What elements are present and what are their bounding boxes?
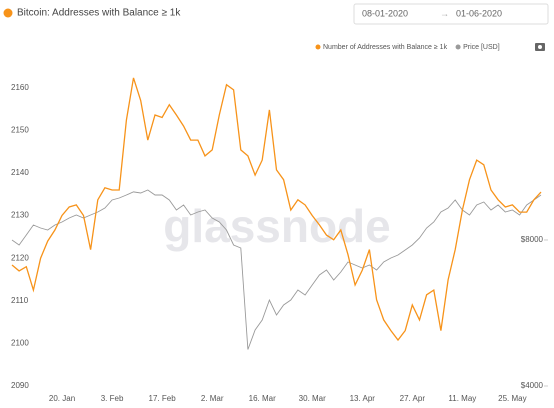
legend-marker [315,44,321,50]
y-tick-label: 2130 [11,211,29,220]
x-tick-label: 16. Mar [249,394,276,403]
legend-label: Number of Addresses with Balance ≥ 1k [323,44,448,51]
x-tick-label: 3. Feb [101,394,124,403]
x-tick-label: 30. Mar [299,394,326,403]
y-tick-label: 2090 [11,381,29,390]
series-line [11,77,542,342]
date-range-box[interactable] [353,3,549,25]
x-tick-label: 20. Jan [49,394,75,403]
legend-marker [455,44,461,50]
x-tick-label: 17. Feb [149,394,177,403]
date-to[interactable]: 01-06-2020 [456,8,502,18]
date-from[interactable]: 08-01-2020 [362,8,408,18]
y-tick-label: 2120 [11,253,29,262]
x-tick-label: 27. Apr [400,394,426,403]
logo-icon [3,8,13,18]
y2-tick-label: $8000 [521,235,544,244]
x-tick-label: 25. May [498,394,526,403]
y2-tick-label: $4000 [521,381,544,390]
camera-icon[interactable] [535,43,545,51]
legend-label: Price [USD] [463,44,500,51]
chart-title: Bitcoin: Addresses with Balance ≥ 1k [17,8,181,19]
x-tick-label: 11. May [448,394,476,403]
date-arrow: → [440,8,449,18]
y-tick-label: 2150 [11,125,29,134]
y-tick-label: 2110 [11,296,29,305]
watermark: glassnode [163,200,391,252]
y-tick-label: 2140 [11,168,29,177]
x-tick-label: 2. Mar [201,394,224,403]
series-line [11,189,542,350]
y-tick-label: 2160 [11,83,29,92]
y-tick-label: 2100 [11,338,29,347]
x-tick-label: 13. Apr [350,394,376,403]
